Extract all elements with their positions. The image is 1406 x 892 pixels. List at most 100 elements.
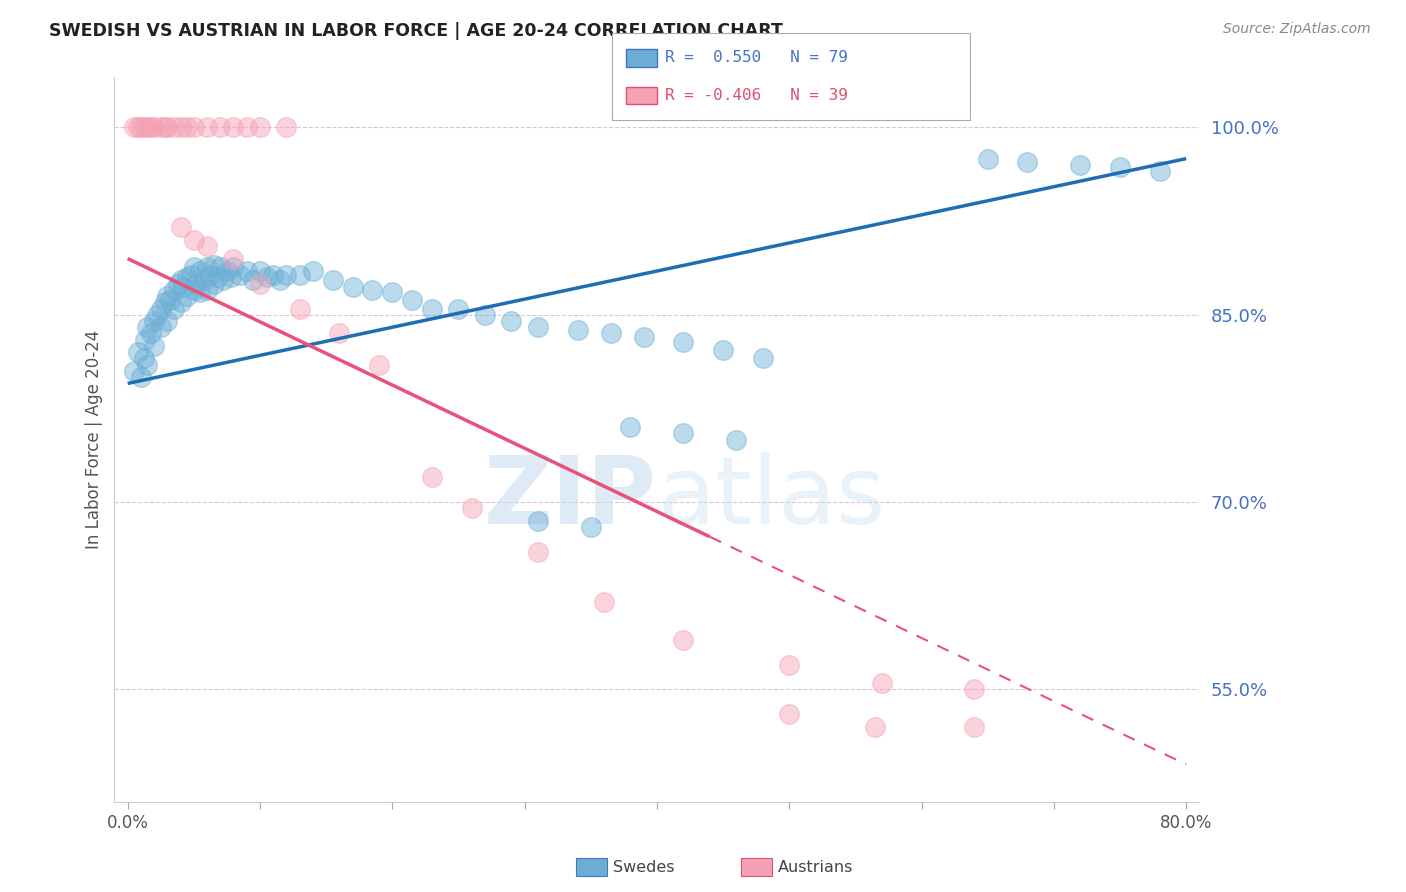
- Point: [202, 258, 225, 272]
- Point: [235, 264, 257, 278]
- Point: [447, 301, 470, 316]
- Point: [156, 120, 179, 135]
- Point: [153, 295, 176, 310]
- Point: [129, 120, 152, 135]
- Point: [599, 326, 621, 341]
- Point: [328, 326, 350, 341]
- Point: [870, 676, 893, 690]
- Point: [169, 295, 191, 310]
- Point: [527, 320, 550, 334]
- Point: [169, 220, 191, 235]
- Point: [976, 152, 998, 166]
- Point: [527, 545, 550, 559]
- Point: [156, 289, 179, 303]
- Point: [242, 273, 264, 287]
- Point: [1109, 161, 1132, 175]
- Point: [401, 293, 423, 307]
- Point: [222, 252, 245, 266]
- Point: [212, 273, 235, 287]
- Point: [215, 264, 238, 278]
- Point: [159, 293, 181, 307]
- Point: [269, 273, 291, 287]
- Point: [190, 285, 212, 300]
- Point: [619, 420, 641, 434]
- Point: [198, 268, 221, 282]
- Text: SWEDISH VS AUSTRIAN IN LABOR FORCE | AGE 20-24 CORRELATION CHART: SWEDISH VS AUSTRIAN IN LABOR FORCE | AGE…: [49, 22, 783, 40]
- Point: [145, 308, 167, 322]
- Point: [262, 268, 284, 282]
- Y-axis label: In Labor Force | Age 20-24: In Labor Force | Age 20-24: [86, 330, 103, 549]
- Point: [342, 280, 364, 294]
- Point: [127, 345, 149, 359]
- Point: [420, 470, 443, 484]
- Point: [195, 260, 218, 275]
- Point: [129, 370, 152, 384]
- Point: [195, 239, 218, 253]
- Point: [460, 501, 482, 516]
- Point: [149, 120, 172, 135]
- Point: [1017, 155, 1039, 169]
- Point: [209, 260, 232, 275]
- Point: [249, 277, 271, 291]
- Point: [381, 285, 404, 300]
- Point: [711, 343, 734, 357]
- Text: Source: ZipAtlas.com: Source: ZipAtlas.com: [1223, 22, 1371, 37]
- Point: [420, 301, 443, 316]
- Text: R =  0.550   N = 79: R = 0.550 N = 79: [665, 51, 848, 65]
- Point: [276, 268, 298, 282]
- Point: [963, 720, 986, 734]
- Point: [167, 277, 190, 291]
- Point: [149, 301, 172, 316]
- Point: [752, 351, 775, 366]
- Point: [222, 120, 245, 135]
- Point: [190, 264, 212, 278]
- Point: [593, 595, 616, 609]
- Point: [163, 283, 186, 297]
- Point: [136, 358, 159, 372]
- Point: [176, 270, 198, 285]
- Point: [195, 120, 218, 135]
- Point: [725, 433, 748, 447]
- Point: [633, 330, 655, 344]
- Point: [176, 120, 198, 135]
- Point: [474, 308, 496, 322]
- Point: [368, 358, 391, 372]
- Point: [156, 314, 179, 328]
- Point: [149, 320, 172, 334]
- Point: [1149, 164, 1171, 178]
- Point: [322, 273, 344, 287]
- Point: [222, 260, 245, 275]
- Point: [136, 320, 159, 334]
- Point: [186, 277, 208, 291]
- Text: R = -0.406   N = 39: R = -0.406 N = 39: [665, 88, 848, 103]
- Point: [195, 283, 218, 297]
- Point: [183, 233, 205, 247]
- Point: [672, 335, 695, 350]
- Point: [579, 520, 602, 534]
- Text: atlas: atlas: [657, 451, 886, 543]
- Point: [202, 277, 225, 291]
- Point: [778, 707, 800, 722]
- Point: [169, 120, 191, 135]
- Point: [249, 264, 271, 278]
- Point: [249, 120, 271, 135]
- Point: [527, 514, 550, 528]
- Point: [122, 364, 145, 378]
- Point: [183, 120, 205, 135]
- Point: [235, 120, 257, 135]
- Text: ZIP: ZIP: [484, 451, 657, 543]
- Point: [143, 314, 166, 328]
- Text: Swedes: Swedes: [613, 860, 675, 874]
- Point: [183, 283, 205, 297]
- Point: [163, 301, 186, 316]
- Point: [1069, 158, 1091, 172]
- Point: [288, 301, 311, 316]
- Point: [127, 120, 149, 135]
- Point: [778, 657, 800, 672]
- Point: [183, 260, 205, 275]
- Point: [141, 326, 163, 341]
- Point: [672, 632, 695, 647]
- Point: [141, 120, 163, 135]
- Point: [276, 120, 298, 135]
- Point: [122, 120, 145, 135]
